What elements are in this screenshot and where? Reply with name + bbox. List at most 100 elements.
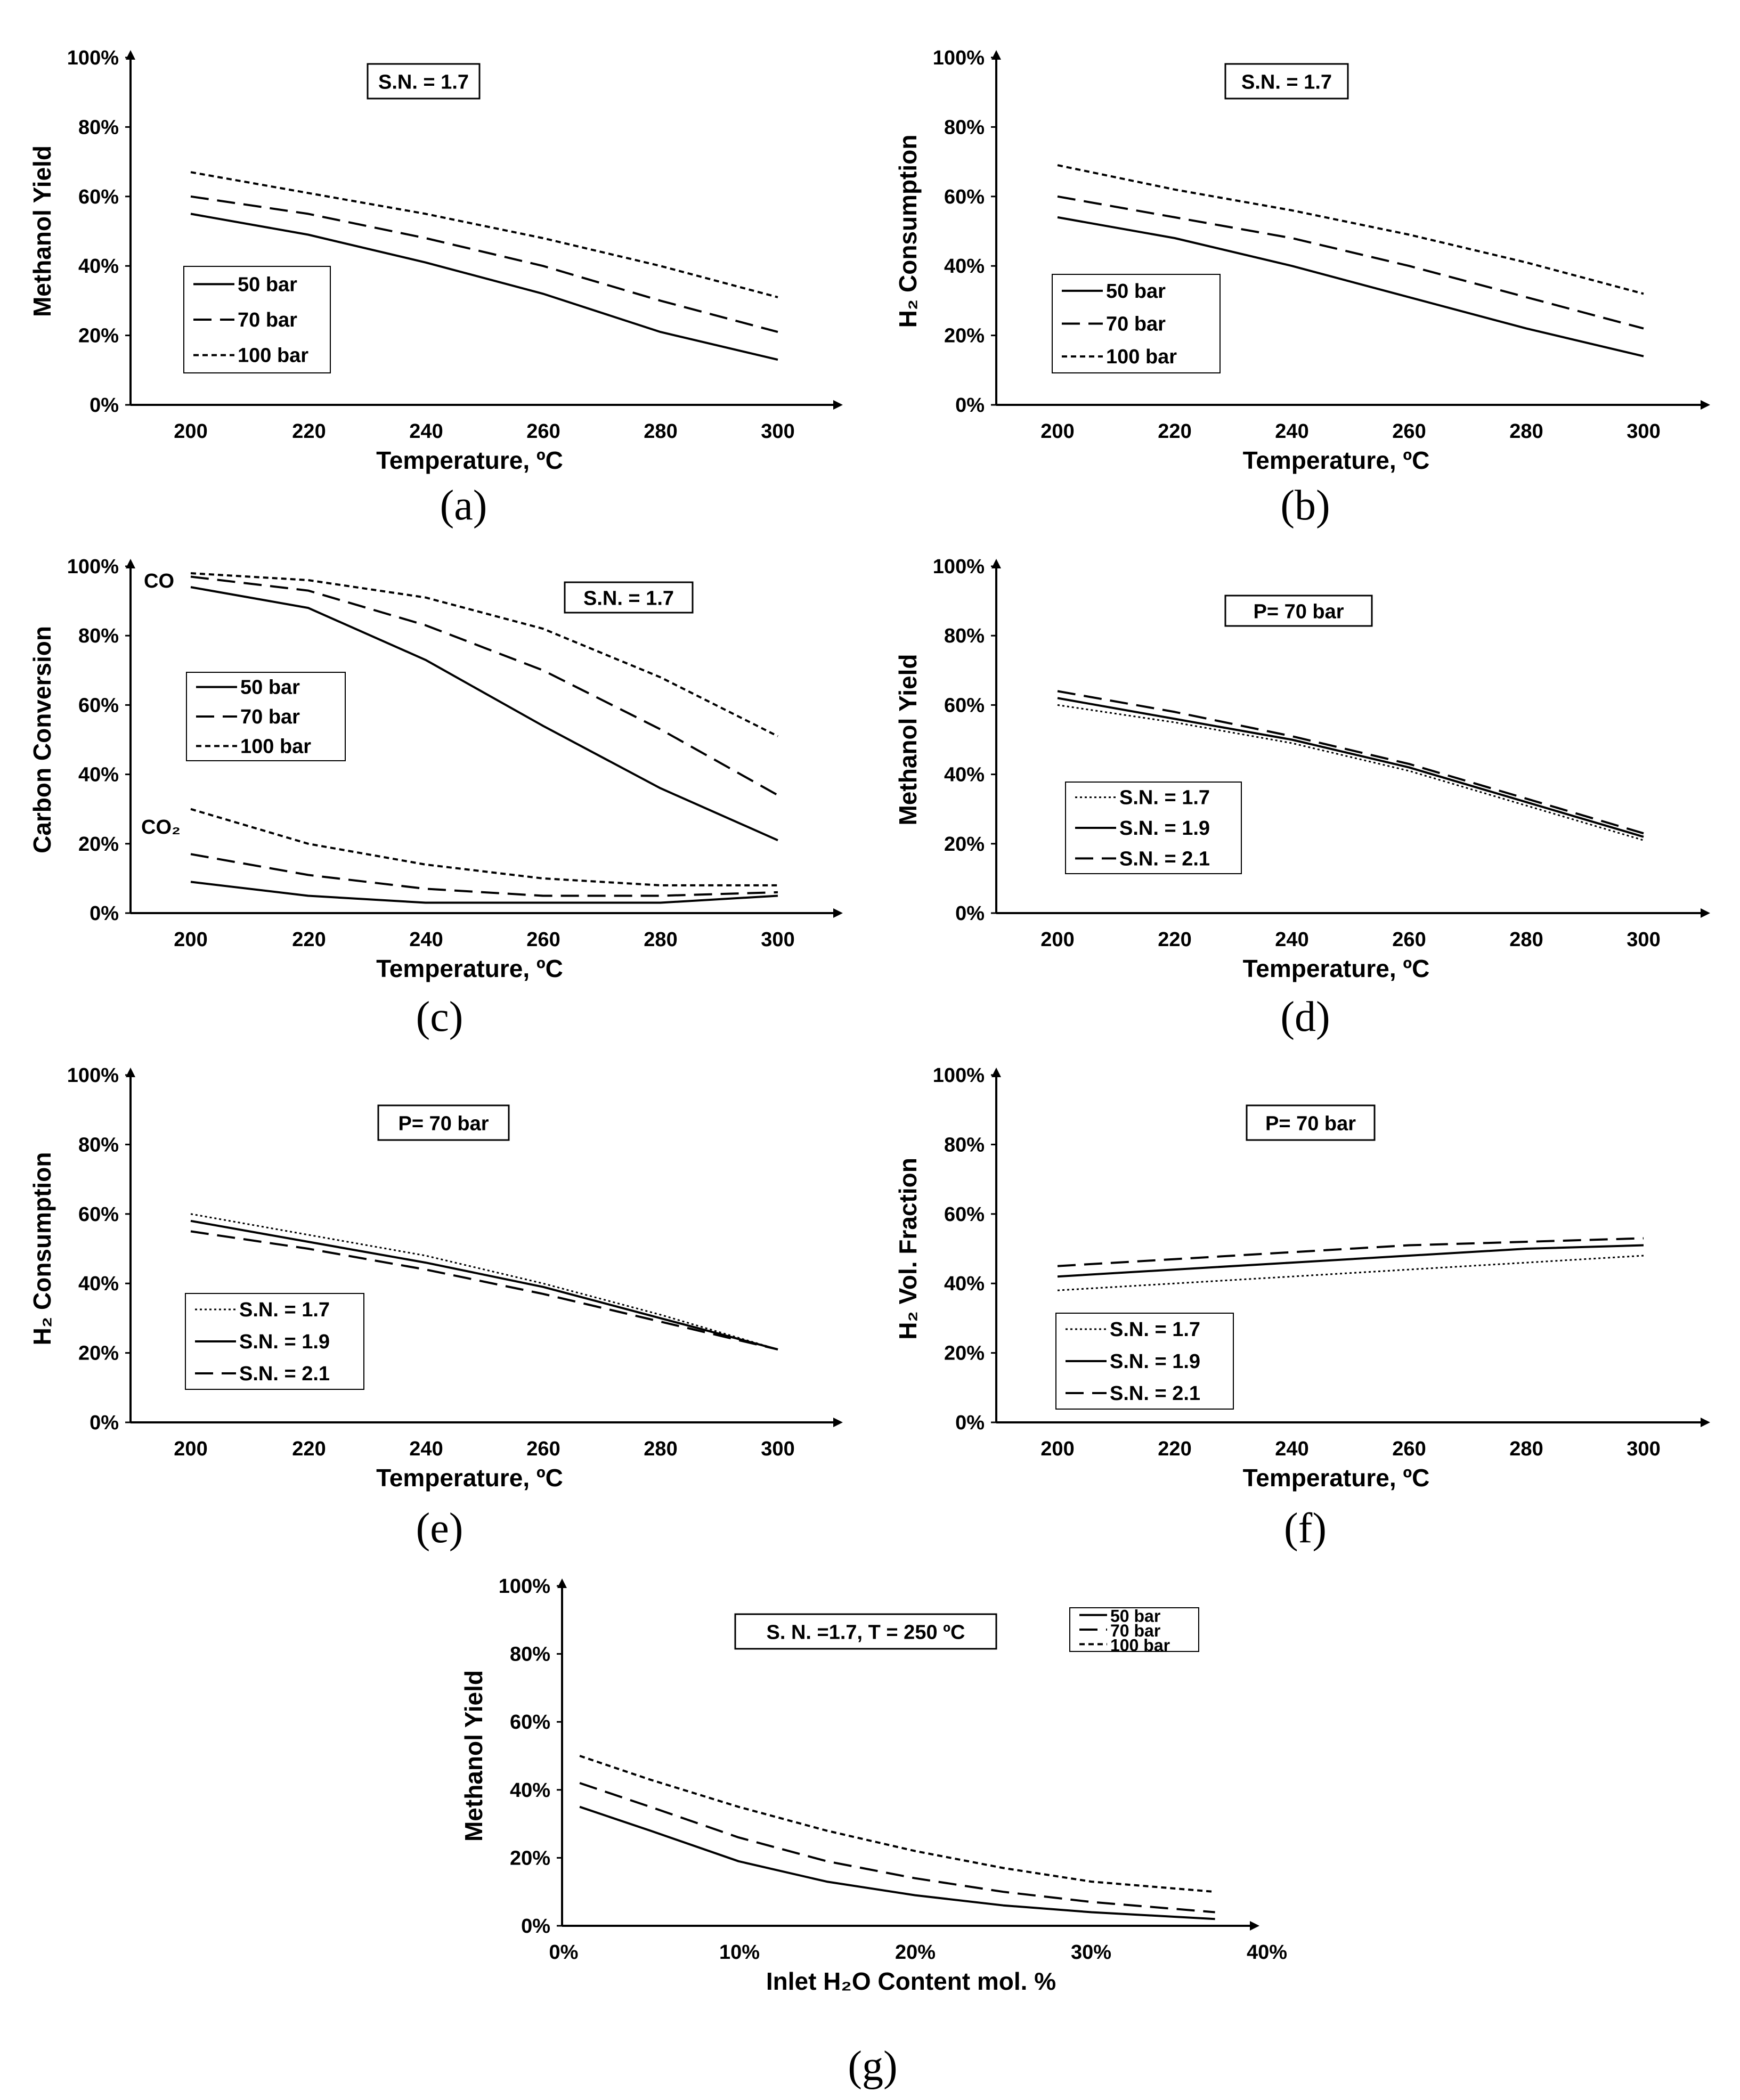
y-axis-title: H₂ Consumption: [894, 135, 922, 328]
y-tick-label: 0%: [521, 1915, 550, 1938]
series-line-50-bar: [190, 586, 778, 842]
y-tick-label: 80%: [78, 1134, 119, 1156]
y-axis-title: H₂ Consumption: [28, 1152, 56, 1346]
legend-label: 70 bar: [1110, 1621, 1160, 1640]
chart-panel-b: 0% 20% 40% 60% 80% 100% 200 220 240 260 280 300 Temp…: [894, 47, 1710, 529]
legend-label: S.N. = 1.7: [239, 1299, 330, 1321]
y-tick-label: 60%: [78, 186, 119, 208]
y-tick-label: 80%: [944, 625, 985, 647]
y-tick-label: 80%: [944, 1134, 985, 1156]
y-tick-label: 20%: [944, 833, 985, 856]
y-tick-label: 100%: [499, 1575, 550, 1598]
x-tick-label: 280: [644, 1438, 677, 1460]
legend-label: 100 bar: [1110, 1635, 1170, 1655]
panel-caption: (e): [416, 1505, 464, 1552]
legend-label: 70 bar: [238, 309, 297, 331]
y-axis-title: Carbon Conversion: [28, 626, 56, 853]
y-axis-title: Methanol Yield: [460, 1670, 487, 1842]
x-tick-label: 220: [292, 420, 326, 443]
series-line-70-bar: [190, 195, 778, 333]
x-tick-label: 280: [644, 929, 677, 951]
y-tick-label: 0%: [955, 394, 985, 417]
y-tick-label: 0%: [955, 1412, 985, 1434]
y-tick-label: 60%: [944, 1203, 985, 1226]
x-tick-label: 10%: [719, 1941, 760, 1964]
legend: 50 bar 70 bar 100 bar: [183, 266, 331, 373]
annotation-box: [1224, 63, 1349, 100]
series-line-s-n-2-1: [190, 1230, 778, 1351]
annotation-box: [377, 1104, 510, 1141]
y-tick-label: 80%: [78, 116, 119, 139]
x-axis-title: Inlet H₂O Content mol. %: [766, 1967, 1056, 1995]
x-axis-arrow: [833, 908, 843, 918]
y-tick-label: 60%: [78, 694, 119, 717]
x-tick-label: 0%: [549, 1941, 579, 1964]
x-tick-label: 240: [409, 420, 443, 443]
x-tick-label: 300: [1627, 1438, 1660, 1460]
y-tick-label: 100%: [67, 556, 119, 578]
chart-panel-g: 0% 20% 40% 60% 80% 100% 0% 10% 20% 30% 40% Inlet H₂…: [460, 1575, 1287, 2090]
x-tick-label: 260: [1392, 420, 1426, 443]
x-tick-label: 280: [644, 420, 677, 443]
legend: S.N. = 1.7 S.N. = 1.9 S.N. = 2.1: [185, 1293, 364, 1390]
x-tick-label: 220: [292, 1438, 326, 1460]
x-axis-title: Temperature, ºC: [1243, 955, 1430, 982]
x-tick-label: 220: [1158, 1438, 1191, 1460]
x-tick-label: 240: [1275, 929, 1308, 951]
y-tick-label: 60%: [944, 694, 985, 717]
chart-panel-f: 0% 20% 40% 60% 80% 100% 200 220 240 260 280 300 Temp…: [894, 1064, 1710, 1552]
y-tick-label: 100%: [933, 556, 985, 578]
y-tick-label: 20%: [510, 1847, 550, 1869]
y-axis-title: Methanol Yield: [28, 145, 56, 317]
panel-caption: (c): [416, 994, 464, 1040]
x-tick-label: 260: [526, 1438, 560, 1460]
series-line-100-bar: [1057, 164, 1644, 295]
legend-label: S.N. = 2.1: [239, 1363, 330, 1385]
y-tick-label: 40%: [944, 764, 985, 786]
x-axis-title: Temperature, ºC: [376, 446, 563, 474]
y-tick-label: 20%: [944, 1342, 985, 1365]
x-axis-arrow: [1701, 1418, 1710, 1427]
legend-label: 100 bar: [238, 345, 308, 367]
y-tick-label: 100%: [933, 1064, 985, 1087]
y-tick-label: 20%: [78, 833, 119, 856]
series-line-100-bar: [190, 171, 778, 298]
series-line-s-n-1-9: [1057, 1244, 1644, 1278]
y-tick-label: 100%: [67, 1064, 119, 1087]
x-tick-label: 300: [761, 420, 794, 443]
series-line-100-bar: [579, 1755, 1215, 1893]
y-tick-label: 0%: [90, 394, 119, 417]
legend: S.N. = 1.7 S.N. = 1.9 S.N. = 2.1: [1065, 782, 1242, 874]
legend-label: 70 bar: [1106, 313, 1166, 336]
series-line-100-bar-co-: [190, 808, 778, 886]
y-axis-title: Methanol Yield: [894, 654, 922, 825]
x-tick-label: 200: [174, 420, 207, 443]
y-tick-label: 80%: [78, 625, 119, 647]
legend-label: 50 bar: [240, 677, 300, 699]
y-tick-label: 80%: [510, 1643, 550, 1666]
panel-caption: (d): [1280, 994, 1330, 1040]
series-line-70-bar: [579, 1782, 1215, 1914]
x-tick-label: 220: [292, 929, 326, 951]
series-line-50-bar: [579, 1805, 1215, 1920]
x-tick-label: 260: [1392, 1438, 1426, 1460]
label-co: CO: [144, 570, 174, 592]
series-line-50-bar: [1057, 216, 1644, 357]
y-tick-label: 0%: [955, 902, 985, 925]
annotation-box: [1246, 1104, 1376, 1141]
series-line-s-n-1-7: [190, 1213, 778, 1350]
x-tick-label: 300: [1627, 420, 1660, 443]
x-axis-arrow: [1701, 400, 1710, 410]
annotation-text: S.N. = 1.7: [378, 71, 469, 94]
series-line-70-bar: [190, 575, 778, 796]
x-tick-label: 200: [174, 1438, 207, 1460]
x-tick-label: 220: [1158, 929, 1191, 951]
legend-label: S.N. = 1.9: [1119, 817, 1210, 840]
y-tick-label: 0%: [90, 902, 119, 925]
legend-label: 50 bar: [238, 273, 297, 296]
annotation-text: S.N. = 1.7: [583, 588, 674, 610]
x-tick-label: 200: [1040, 1438, 1074, 1460]
series-line-70-bar-co-: [190, 853, 778, 897]
annotation-text: P= 70 bar: [398, 1113, 489, 1135]
